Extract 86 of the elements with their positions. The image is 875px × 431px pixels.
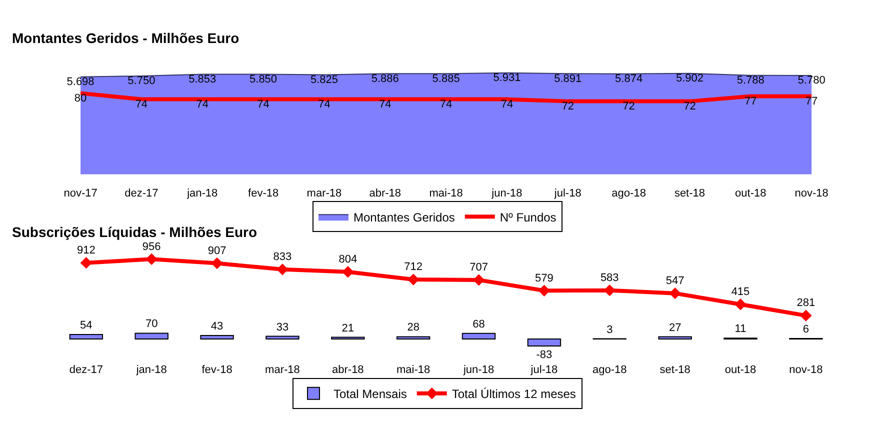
data-label: 72 xyxy=(562,100,574,113)
x-tick-label: ago-18 xyxy=(592,364,627,376)
data-label: 77 xyxy=(744,95,757,108)
x-tick-label: abr-18 xyxy=(369,187,402,200)
x-tick-label: jan-18 xyxy=(186,187,218,200)
data-label: 33 xyxy=(276,321,289,334)
data-label: 5.698 xyxy=(66,76,94,88)
point xyxy=(146,253,158,265)
data-label: 74 xyxy=(318,98,330,111)
data-label: 579 xyxy=(535,272,554,284)
data-label: 68 xyxy=(472,318,485,330)
x-tick-label: mai-18 xyxy=(429,187,463,200)
x-tick-label: dez-17 xyxy=(124,187,158,200)
x-tick-label: jul-18 xyxy=(553,187,582,200)
data-label: 70 xyxy=(145,318,158,330)
data-label: 74 xyxy=(440,98,452,111)
data-label: 74 xyxy=(257,98,270,111)
data-label: 5.885 xyxy=(432,72,460,85)
data-label: 5.891 xyxy=(554,72,582,85)
x-tick-label: mai-18 xyxy=(396,364,430,376)
data-label: 72 xyxy=(684,100,696,113)
x-tick-label: set-18 xyxy=(674,187,706,200)
x-tick-label: nov-18 xyxy=(789,364,823,376)
data-label: 912 xyxy=(76,244,96,256)
x-tick-label: mar-18 xyxy=(265,364,300,376)
data-label: 5.853 xyxy=(188,73,216,86)
data-label: 74 xyxy=(379,98,392,111)
data-label: 43 xyxy=(210,320,224,332)
data-label: 907 xyxy=(208,244,226,257)
data-label: 712 xyxy=(404,261,423,274)
x-tick-label: abr-18 xyxy=(332,364,364,376)
data-label: 11 xyxy=(734,323,746,336)
x-tick-label: ago-18 xyxy=(612,187,646,200)
data-label: 6 xyxy=(802,324,809,336)
data-label: 833 xyxy=(273,251,292,264)
data-label: 707 xyxy=(470,262,488,274)
x-tick-label: fev-18 xyxy=(248,187,279,200)
chart-title: Subscrições Líquidas - Milhões Euro xyxy=(12,224,258,240)
chart-title: Montantes Geridos - Milhões Euro xyxy=(12,30,240,46)
data-label: -83 xyxy=(536,348,552,361)
data-label: 415 xyxy=(731,286,750,298)
data-label: 74 xyxy=(135,98,148,111)
x-tick-label: jun-18 xyxy=(462,364,494,376)
data-label: 3 xyxy=(606,324,613,336)
legend-label: Montantes Geridos xyxy=(354,210,455,224)
data-label: 547 xyxy=(666,274,684,287)
data-label: 5.931 xyxy=(493,72,521,84)
x-tick-label: jul-18 xyxy=(530,364,558,376)
x-tick-label: jun-18 xyxy=(490,187,522,200)
point xyxy=(734,298,746,310)
legend-label: Total Últimos 12 meses xyxy=(452,387,576,402)
data-label: 5.825 xyxy=(310,74,338,86)
data-label: 5.750 xyxy=(128,75,156,88)
data-label: 281 xyxy=(796,297,816,310)
data-label: 5.780 xyxy=(798,74,826,87)
x-tick-label: out-18 xyxy=(724,364,756,376)
data-label: 54 xyxy=(80,320,92,332)
data-label: 804 xyxy=(338,253,358,266)
data-label: 74 xyxy=(500,98,514,111)
data-label: 5.788 xyxy=(736,74,764,87)
data-label: 5.850 xyxy=(250,74,278,86)
x-tick-label: out-18 xyxy=(735,187,766,200)
point xyxy=(276,264,288,276)
x-tick-label: mar-18 xyxy=(306,187,342,200)
x-tick-label: fev-18 xyxy=(202,364,232,376)
legend-label: Nº Fundos xyxy=(500,210,556,224)
data-label: 956 xyxy=(142,240,161,253)
data-label: 80 xyxy=(74,92,87,104)
x-tick-label: dez-17 xyxy=(69,364,103,376)
x-tick-label: nov-17 xyxy=(64,187,98,200)
data-label: 5.874 xyxy=(615,73,643,86)
data-label: 77 xyxy=(805,95,818,108)
x-tick-label: jan-18 xyxy=(135,364,167,376)
point xyxy=(342,266,354,278)
data-label: 5.886 xyxy=(371,72,399,85)
data-label: 72 xyxy=(622,100,635,113)
x-tick-label: nov-18 xyxy=(794,187,828,200)
data-label: 28 xyxy=(407,322,420,334)
legend-label: Total Mensais xyxy=(334,387,407,402)
data-label: 74 xyxy=(196,98,208,111)
x-tick-label: set-18 xyxy=(660,364,690,376)
data-label: 27 xyxy=(668,322,682,334)
data-label: 583 xyxy=(600,272,619,284)
data-label: 21 xyxy=(342,322,354,334)
data-label: 5.902 xyxy=(676,72,704,85)
point xyxy=(800,310,812,322)
